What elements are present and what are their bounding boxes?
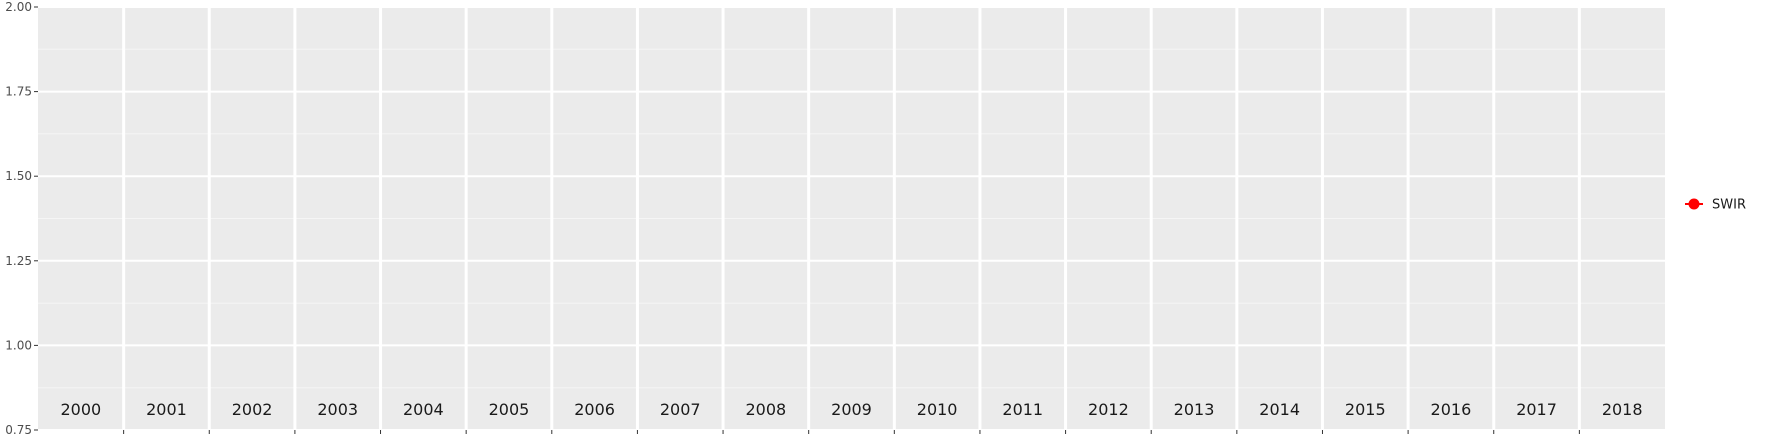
year-label: 2000	[60, 400, 101, 419]
x-axis	[123, 430, 1580, 434]
y-tick-label: 1.25	[5, 254, 32, 268]
year-label: 2012	[1088, 400, 1129, 419]
year-label: 2018	[1602, 400, 1643, 419]
y-tick-label: 2.00	[5, 0, 32, 14]
legend: SWIR	[1685, 198, 1746, 213]
legend-label: SWIR	[1712, 198, 1746, 213]
year-label: 2002	[232, 400, 273, 419]
year-label: 2016	[1431, 400, 1472, 419]
year-separators	[122, 7, 1581, 430]
minor-gridlines	[38, 48, 1665, 389]
year-label: 2005	[489, 400, 530, 419]
year-label: 2008	[746, 400, 787, 419]
y-tick-label: 1.75	[5, 85, 32, 99]
year-label: 2015	[1345, 400, 1386, 419]
year-label: 2010	[917, 400, 958, 419]
major-gridlines	[38, 6, 1665, 431]
year-labels: 2000 2001 2002 2003 2004 2005 2006 2007 2008 2009…	[60, 400, 1642, 419]
year-label: 2006	[574, 400, 615, 419]
year-label: 2013	[1174, 400, 1215, 419]
year-label: 2004	[403, 400, 444, 419]
y-tick-label: 0.75	[5, 423, 32, 437]
legend-key-point	[1688, 198, 1700, 210]
year-label: 2007	[660, 400, 701, 419]
y-tick-label: 1.50	[5, 169, 32, 183]
year-label: 2003	[317, 400, 358, 419]
year-label: 2001	[146, 400, 187, 419]
y-axis: 0.75 1.00 1.25 1.50 1.75 2.00	[5, 0, 38, 437]
legend-item-swir: SWIR	[1685, 198, 1746, 213]
year-label: 2017	[1516, 400, 1557, 419]
year-label: 2014	[1259, 400, 1300, 419]
y-tick-label: 1.00	[5, 338, 32, 352]
year-label: 2011	[1002, 400, 1043, 419]
year-label: 2009	[831, 400, 872, 419]
